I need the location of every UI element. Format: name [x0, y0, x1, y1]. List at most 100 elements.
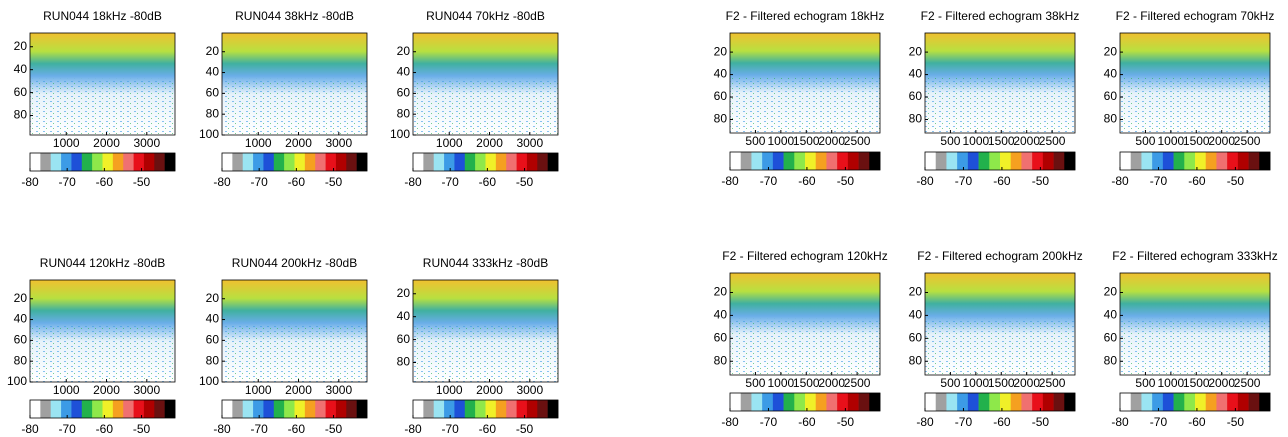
echogram-speckle	[413, 78, 558, 135]
colorbar-swatch	[1064, 152, 1076, 170]
colorbar-swatch	[61, 153, 72, 171]
colorbar-tick-label: -70	[955, 415, 973, 429]
x-tick-label: 1000	[436, 136, 463, 150]
y-tick-label: 80	[1104, 112, 1118, 126]
y-tick-label: 20	[397, 44, 411, 58]
colorbar-tick-label: -50	[133, 175, 151, 189]
colorbar-tick-label: -50	[837, 415, 855, 429]
colorbar-swatch	[526, 400, 538, 418]
colorbar-swatch	[335, 400, 347, 418]
echogram-speckle	[925, 78, 1075, 133]
x-tick-label: 500	[940, 376, 960, 390]
y-tick-label: 40	[397, 309, 411, 323]
colorbar-swatch	[869, 152, 881, 170]
colorbar-swatch	[751, 393, 763, 411]
colorbar-swatch	[967, 152, 979, 170]
colorbar-swatch	[815, 393, 827, 411]
colorbar-swatch	[516, 153, 528, 171]
colorbar-swatch	[50, 400, 62, 418]
colorbar-tick-label: -70	[760, 174, 778, 188]
colorbar-swatch	[92, 153, 103, 171]
colorbar-swatch	[826, 152, 838, 170]
colorbar-tick-label: -80	[213, 175, 231, 189]
colorbar-swatch	[475, 400, 486, 418]
colorbar-swatch	[1053, 152, 1065, 170]
colorbar-swatch	[30, 400, 41, 418]
x-tick-label: 2000	[1013, 376, 1040, 390]
colorbar-swatch	[143, 153, 155, 171]
colorbar-tick-label: -60	[96, 175, 114, 189]
y-tick-label: 40	[714, 308, 728, 322]
colorbar-swatch	[112, 400, 124, 418]
y-tick-label: 20	[1104, 285, 1118, 299]
colorbar-tick-label: -80	[1111, 415, 1129, 429]
colorbar-swatch	[957, 152, 969, 170]
colorbar-swatch	[423, 153, 435, 171]
colorbar-swatch	[935, 393, 947, 411]
colorbar-swatch	[1259, 393, 1271, 411]
colorbar-swatch	[1205, 393, 1217, 411]
y-tick-label: 20	[14, 291, 28, 305]
echogram-speckle	[413, 325, 558, 382]
colorbar-tick-label: -50	[1032, 415, 1050, 429]
y-tick-label: 80	[714, 353, 728, 367]
colorbar-swatch	[935, 152, 947, 170]
colorbar-swatch	[794, 393, 806, 411]
colorbar-swatch	[346, 400, 357, 418]
echogram-speckle	[222, 78, 367, 135]
colorbar-swatch	[1173, 152, 1185, 170]
colorbar-swatch	[730, 152, 742, 170]
echogram-speckle	[1120, 318, 1270, 375]
colorbar-frame	[412, 399, 559, 419]
y-tick-label: 20	[14, 39, 28, 53]
colorbar-frame	[729, 151, 881, 171]
y-tick-label: 60	[909, 89, 923, 103]
colorbar-tick-label: -50	[516, 422, 534, 436]
axes-frame	[221, 32, 368, 136]
colorbar-swatch	[1227, 152, 1239, 170]
colorbar-swatch	[1162, 393, 1174, 411]
x-tick-label: 1500	[1183, 376, 1210, 390]
colorbar-frame	[412, 152, 559, 172]
colorbar-swatch	[222, 400, 233, 418]
colorbar-swatch	[978, 393, 990, 411]
colorbar-tick-label: -80	[21, 422, 39, 436]
colorbar-swatch	[1205, 152, 1217, 170]
colorbar-swatch	[284, 153, 295, 171]
colorbar-swatch	[1032, 393, 1044, 411]
colorbar-swatch	[794, 152, 806, 170]
colorbar-swatch	[464, 153, 476, 171]
y-tick-label: 60	[397, 86, 411, 100]
colorbar-tick-label: -70	[955, 174, 973, 188]
colorbar-swatch	[454, 400, 466, 418]
colorbar-swatch	[1130, 393, 1142, 411]
colorbar-swatch	[957, 393, 969, 411]
colorbar-swatch	[1032, 152, 1044, 170]
colorbar-swatch	[335, 153, 347, 171]
colorbar-swatch	[506, 153, 517, 171]
y-tick-label: 60	[714, 330, 728, 344]
colorbar-swatch	[495, 153, 507, 171]
x-tick-label: 2500	[1234, 376, 1261, 390]
colorbar-swatch	[1064, 393, 1076, 411]
colorbar-swatch	[444, 400, 455, 418]
colorbar-swatch	[547, 400, 559, 418]
x-tick-label: 2000	[476, 136, 503, 150]
colorbar-swatch	[143, 400, 155, 418]
y-tick-label: 20	[397, 286, 411, 300]
echogram-speckle	[222, 325, 367, 382]
colorbar-tick-label: -50	[1227, 415, 1245, 429]
colorbar-swatch	[1152, 152, 1164, 170]
colorbar-tick-label: -60	[1188, 415, 1206, 429]
x-tick-label: 1000	[436, 383, 463, 397]
colorbar-swatch	[154, 400, 165, 418]
colorbar-swatch	[232, 153, 244, 171]
axes-frame	[29, 32, 176, 136]
axes-frame	[924, 272, 1076, 376]
colorbar-swatch	[284, 400, 295, 418]
colorbar-swatch	[164, 400, 176, 418]
y-tick-label: 80	[714, 112, 728, 126]
y-tick-label: 80	[14, 108, 28, 122]
colorbar-swatch	[356, 400, 368, 418]
colorbar-tick-label: -80	[21, 175, 39, 189]
